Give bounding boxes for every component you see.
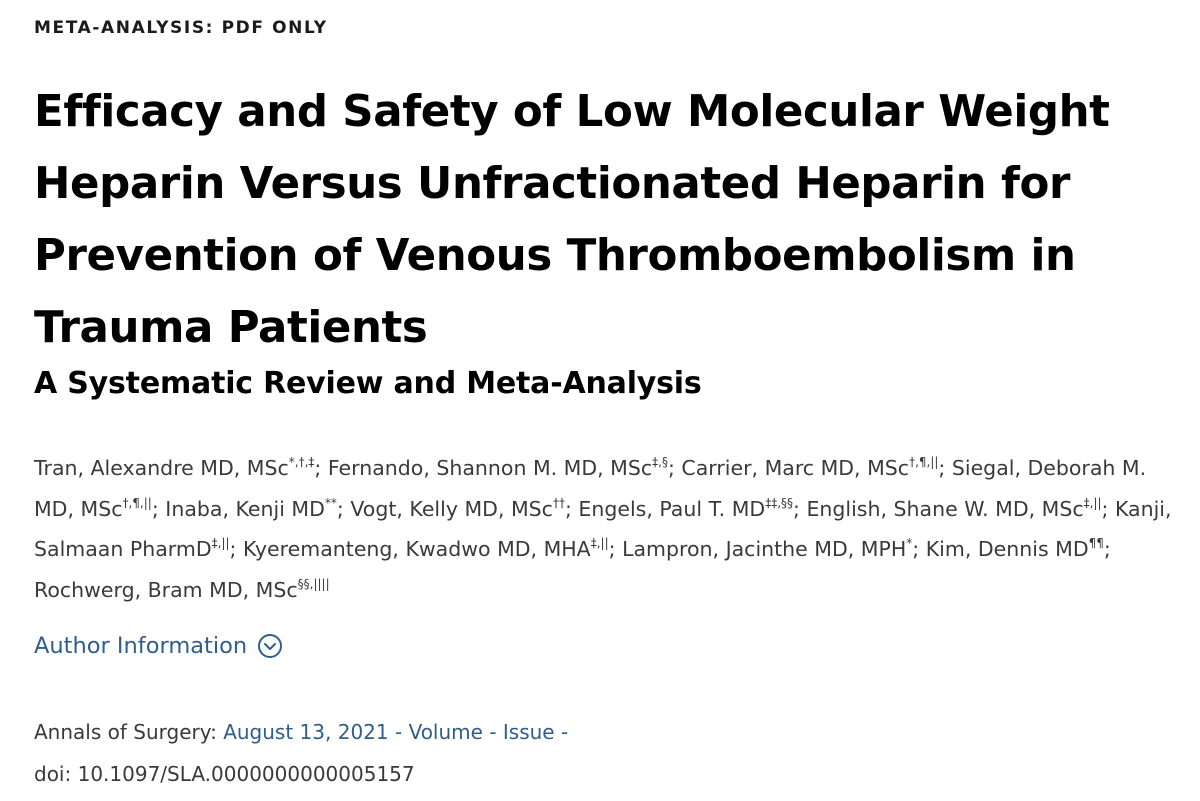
author-entry: Rochwerg, Bram MD, MSc§§,|||| [34, 578, 330, 602]
author-affiliation-marker: ** [324, 495, 337, 510]
doi-line: doi: 10.1097/SLA.0000000000005157 [34, 753, 568, 795]
journal-label: Annals of Surgery: [34, 720, 217, 744]
author-affiliation-marker: †† [552, 495, 565, 510]
doi-value: 10.1097/SLA.0000000000005157 [77, 762, 415, 786]
chevron-down-circle-icon [258, 634, 283, 658]
author-affiliation-marker: *,†,‡ [288, 455, 315, 469]
citation-block: Annals of Surgery: August 13, 2021 - Vol… [34, 711, 568, 795]
publication-date-link[interactable]: August 13, 2021 [223, 720, 389, 744]
author-affiliation-marker: ‡,§ [652, 455, 668, 469]
author-affiliation-marker: ‡,|| [590, 536, 609, 550]
author-name: Fernando, Shannon M. MD, MSc [327, 456, 653, 480]
separator: - [489, 720, 497, 744]
author-entry: Tran, Alexandre MD, MSc*,†,‡ [34, 456, 314, 480]
author-entry: English, Shane W. MD, MSc‡,|| [806, 497, 1101, 521]
author-name: Inaba, Kenji MD [165, 496, 325, 521]
author-affiliation-marker: ‡,|| [1083, 495, 1102, 510]
author-affiliation-marker: †,¶,|| [909, 455, 939, 469]
author-entry: Carrier, Marc MD, MSc†,¶,|| [681, 456, 938, 480]
author-entry: Kim, Dennis MD¶¶ [926, 537, 1104, 561]
author-name: Tran, Alexandre MD, MSc [34, 456, 289, 480]
article-type-label: META-ANALYSIS: PDF ONLY [34, 18, 328, 38]
separator: - [394, 720, 403, 744]
author-entry: Fernando, Shannon M. MD, MSc‡,§ [328, 456, 668, 480]
author-affiliation-marker: †,¶,|| [122, 495, 152, 510]
author-name: English, Shane W. MD, MSc [806, 496, 1084, 521]
author-entry: Vogt, Kelly MD, MSc†† [350, 497, 565, 521]
author-affiliation-marker: ‡‡,§§ [765, 495, 794, 510]
author-name: Siegal, Deborah M. MD, MSc [34, 456, 1147, 521]
citation-line: Annals of Surgery: August 13, 2021 - Vol… [34, 711, 568, 753]
author-name: Rochwerg, Bram MD, MSc [34, 577, 298, 602]
author-name: Engels, Paul T. MD [578, 496, 766, 521]
author-list: Tran, Alexandre MD, MSc*,†,‡; Fernando, … [34, 455, 1172, 602]
author-name: Kyeremanteng, Kwadwo MD, MHA [242, 537, 591, 561]
author-affiliation-marker: §§,|||| [297, 576, 330, 591]
article-title: Efficacy and Safety of Low Molecular Wei… [34, 87, 1110, 353]
author-name: Vogt, Kelly MD, MSc [350, 496, 553, 521]
author-entry: Kanji, Salmaan PharmD‡,|| [34, 497, 1172, 562]
author-name: Lampron, Jacinthe MD, MPH [622, 537, 907, 561]
issue-link[interactable]: Issue [502, 720, 555, 744]
author-name: Carrier, Marc MD, MSc [681, 456, 910, 480]
author-name: Kanji, Salmaan PharmD [34, 496, 1172, 562]
doi-label: doi: [34, 762, 72, 786]
author-entry: Engels, Paul T. MD‡‡,§§ [578, 497, 793, 521]
author-affiliation-marker: ‡,|| [211, 536, 230, 550]
author-entry: Inaba, Kenji MD** [165, 497, 337, 521]
author-entry: Siegal, Deborah M. MD, MSc†,¶,|| [34, 456, 1146, 521]
author-information-toggle[interactable]: Author Information [34, 633, 283, 659]
author-entry: Lampron, Jacinthe MD, MPH* [622, 537, 912, 561]
author-affiliation-marker: ¶¶ [1088, 536, 1104, 550]
author-information-label: Author Information [34, 633, 248, 659]
article-subtitle: A Systematic Review and Meta-Analysis [34, 366, 702, 401]
author-name: Kim, Dennis MD [925, 537, 1089, 561]
author-affiliation-marker: * [906, 536, 913, 550]
separator: - [560, 720, 569, 744]
volume-link[interactable]: Volume [408, 720, 483, 744]
author-entry: Kyeremanteng, Kwadwo MD, MHA‡,|| [243, 537, 609, 561]
